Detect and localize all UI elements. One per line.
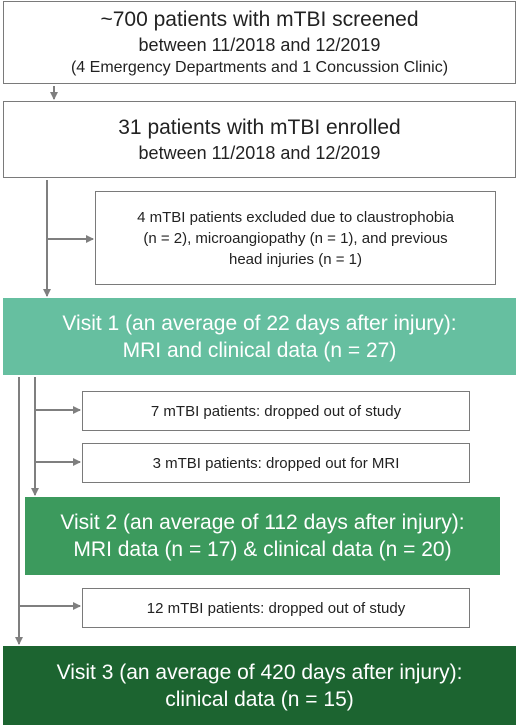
visit3-line-1: Visit 3 (an average of 420 days after in…	[56, 660, 463, 684]
dropout-mri-label: 3 mTBI patients: dropped out for MRI	[152, 454, 400, 472]
dropout-study-1-box: 7 mTBI patients: dropped out of study	[82, 391, 470, 431]
excluded-line-3: head injuries (n = 1)	[229, 250, 362, 268]
dropout-study-1-label: 7 mTBI patients: dropped out of study	[150, 402, 402, 420]
excluded-box: 4 mTBI patients excluded due to claustro…	[95, 191, 496, 285]
visit3-line-2: clinical data (n = 15)	[165, 687, 354, 711]
visit3-box: Visit 3 (an average of 420 days after in…	[3, 646, 516, 725]
visit2-box: Visit 2 (an average of 112 days after in…	[25, 497, 500, 575]
screening-line-1: ~700 patients with mTBI screened	[100, 8, 419, 31]
dropout-mri-box: 3 mTBI patients: dropped out for MRI	[82, 443, 470, 483]
visit2-line-2: MRI data (n = 17) & clinical data (n = 2…	[73, 538, 452, 561]
visit1-line-1: Visit 1 (an average of 22 days after inj…	[62, 311, 457, 335]
enrolled-line-1: 31 patients with mTBI enrolled	[118, 116, 401, 139]
enrolled-box: 31 patients with mTBI enrolled between 1…	[3, 101, 516, 178]
excluded-line-2: (n = 2), microangiopathy (n = 1), and pr…	[143, 229, 448, 247]
screening-line-2: between 11/2018 and 12/2019	[138, 35, 381, 55]
visit1-line-2: MRI and clinical data (n = 27)	[122, 338, 397, 362]
excluded-line-1: 4 mTBI patients excluded due to claustro…	[137, 208, 454, 226]
visit1-box: Visit 1 (an average of 22 days after inj…	[3, 298, 516, 375]
dropout-study-2-box: 12 mTBI patients: dropped out of study	[82, 588, 470, 628]
enrolled-line-2: between 11/2018 and 12/2019	[138, 143, 381, 163]
dropout-study-2-label: 12 mTBI patients: dropped out of study	[146, 599, 406, 617]
visit2-line-1: Visit 2 (an average of 112 days after in…	[60, 511, 465, 534]
screening-box: ~700 patients with mTBI screened between…	[3, 1, 516, 84]
screening-line-3: (4 Emergency Departments and 1 Concussio…	[70, 59, 449, 76]
